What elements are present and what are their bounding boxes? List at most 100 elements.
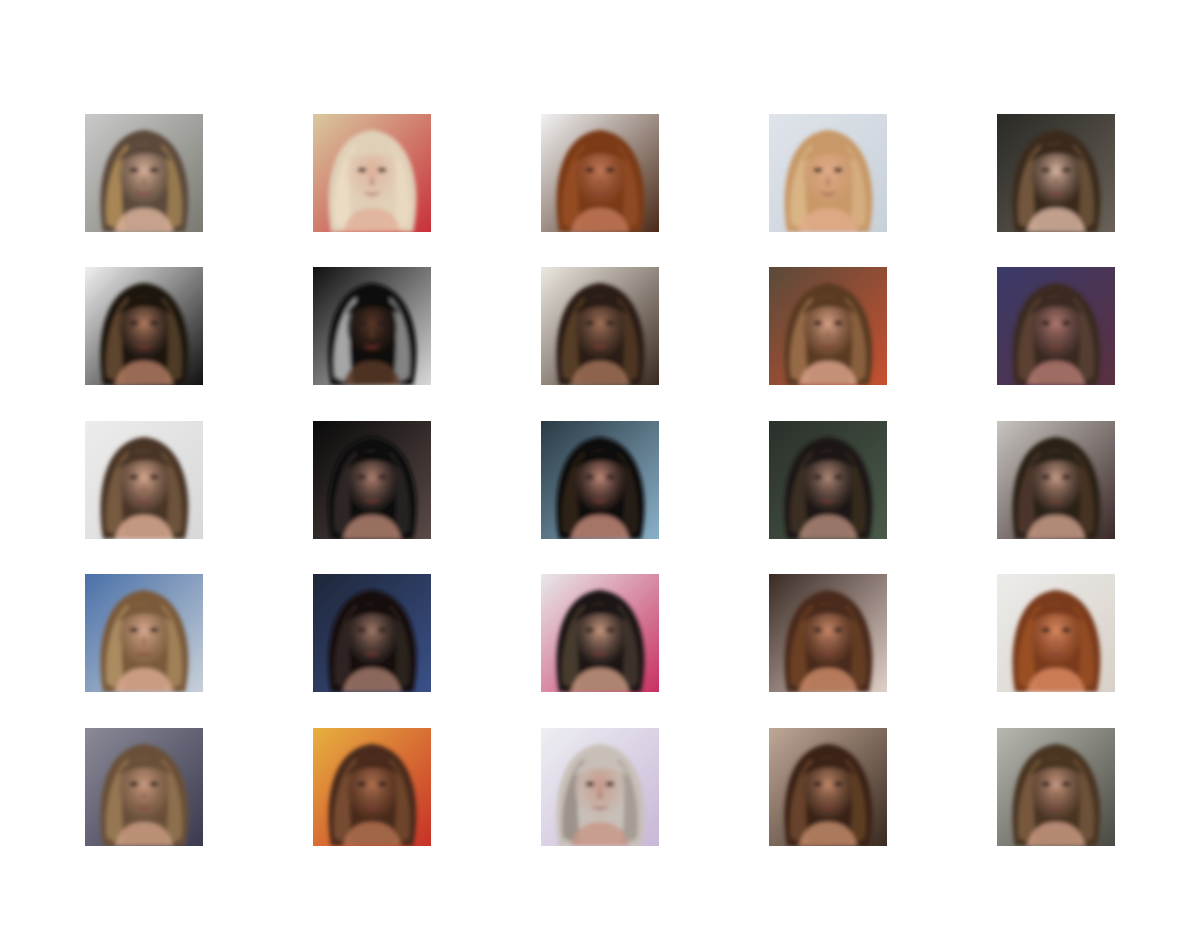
face-group (1012, 130, 1101, 232)
hair-fringe (575, 603, 627, 622)
generated-face-sample (541, 267, 659, 385)
right-eye (149, 474, 159, 480)
face-image (313, 574, 431, 692)
left-eye (813, 167, 823, 173)
hair-fringe (347, 450, 399, 469)
hair-highlight-right (1073, 758, 1095, 846)
mouth (819, 652, 837, 656)
right-eye (605, 474, 615, 480)
neck-shoulders (799, 515, 857, 539)
left-eye (1041, 167, 1051, 173)
neck-shoulders (343, 822, 401, 846)
right-eye (605, 320, 615, 326)
hair-fringe (1031, 603, 1083, 622)
left-eye (813, 781, 823, 787)
face-group (100, 744, 189, 846)
hair-fringe (347, 143, 399, 162)
hair-fringe (347, 603, 399, 622)
hair-fringe (119, 603, 171, 622)
generated-face-sample (541, 728, 659, 846)
left-eye (1041, 627, 1051, 633)
left-eye (357, 320, 367, 326)
right-eye (377, 167, 387, 173)
mouth (819, 499, 837, 503)
left-eye (585, 627, 595, 633)
nose-shadow (1053, 327, 1059, 338)
neck-shoulders (1027, 208, 1085, 232)
hair-highlight-right (389, 297, 411, 385)
face-image (541, 574, 659, 692)
mouth (363, 192, 381, 196)
face-group (1012, 283, 1101, 385)
face-group (328, 744, 417, 846)
face-image (997, 574, 1115, 692)
face-image (313, 114, 431, 232)
face-image (997, 421, 1115, 539)
generated-face-sample (313, 267, 431, 385)
face-group (100, 283, 189, 385)
face-group (784, 437, 873, 539)
face-image (997, 728, 1115, 846)
neck-shoulders (1027, 668, 1085, 692)
right-eye (1061, 781, 1071, 787)
nose-shadow (1053, 174, 1059, 185)
neck-shoulders (1027, 515, 1085, 539)
generated-face-sample (313, 728, 431, 846)
right-eye (833, 627, 843, 633)
face-group (784, 283, 873, 385)
right-eye (833, 781, 843, 787)
hair-highlight-right (1073, 144, 1095, 232)
hair-highlight-right (389, 144, 411, 232)
generated-face-sample (541, 114, 659, 232)
right-eye (1061, 320, 1071, 326)
left-eye (129, 167, 139, 173)
nose-shadow (369, 327, 375, 338)
mouth (819, 192, 837, 196)
hair-highlight-right (161, 604, 183, 692)
face-group (328, 437, 417, 539)
generated-face-sample (541, 421, 659, 539)
neck-shoulders (343, 668, 401, 692)
neck-shoulders (343, 208, 401, 232)
nose-shadow (141, 327, 147, 338)
face-image (541, 114, 659, 232)
face-group (784, 130, 873, 232)
hair-fringe (1031, 143, 1083, 162)
nose-shadow (1053, 481, 1059, 492)
face-group (100, 130, 189, 232)
face-image (997, 114, 1115, 232)
neck-shoulders (799, 822, 857, 846)
face-group (556, 744, 645, 846)
left-eye (1041, 781, 1051, 787)
generated-face-sample (85, 267, 203, 385)
neck-shoulders (115, 361, 173, 385)
generated-face-sample (997, 421, 1115, 539)
nose-shadow (369, 481, 375, 492)
generated-face-sample (997, 574, 1115, 692)
mouth (363, 806, 381, 810)
mouth (1047, 345, 1065, 349)
hair-highlight-right (617, 297, 639, 385)
right-eye (605, 781, 615, 787)
hair-fringe (347, 757, 399, 776)
mouth (135, 345, 153, 349)
nose-shadow (597, 327, 603, 338)
mouth (135, 192, 153, 196)
neck-shoulders (799, 361, 857, 385)
right-eye (377, 320, 387, 326)
neck-shoulders (571, 515, 629, 539)
left-eye (813, 627, 823, 633)
hair-highlight-right (389, 758, 411, 846)
neck-shoulders (571, 208, 629, 232)
face-image (541, 267, 659, 385)
mouth (135, 652, 153, 656)
mouth (1047, 192, 1065, 196)
hair-fringe (1031, 450, 1083, 469)
nose-shadow (369, 174, 375, 185)
nose-shadow (825, 327, 831, 338)
neck-shoulders (343, 515, 401, 539)
hair-highlight-right (1073, 451, 1095, 539)
hair-highlight-right (1073, 297, 1095, 385)
face-group (1012, 590, 1101, 692)
generated-face-sample (769, 574, 887, 692)
